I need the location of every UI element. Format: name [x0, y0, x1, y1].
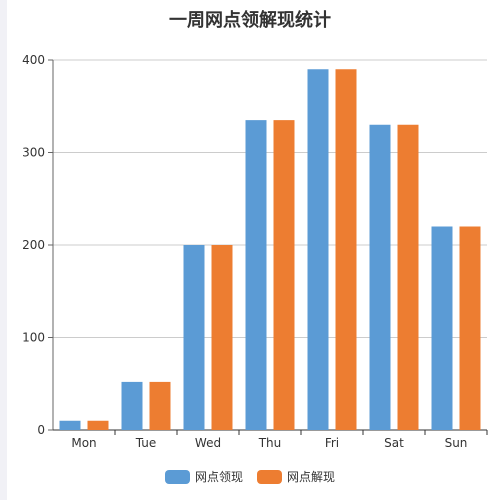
bar-wed-series-1	[183, 245, 205, 430]
legend-swatch-series-2	[257, 469, 282, 484]
bar-mon-series-1	[59, 420, 81, 430]
bar-tue-series-1	[121, 381, 143, 430]
legend-item-series-2[interactable]: 网点解现	[257, 468, 335, 485]
legend-label-series-1: 网点领现	[194, 470, 243, 484]
chart-title: 一周网点领解现统计	[169, 10, 331, 31]
x-tick-label-tue: Tue	[135, 436, 157, 450]
legend-item-series-1[interactable]: 网点领现	[164, 468, 243, 485]
bar-sat-series-2	[397, 124, 419, 430]
bar-tue-series-2	[149, 381, 171, 430]
bar-sun-series-1	[431, 226, 453, 430]
bar-sat-series-1	[369, 124, 391, 430]
x-tick-label-sun: Sun	[445, 436, 468, 450]
x-tick-label-wed: Wed	[195, 436, 221, 450]
y-tick-label-400: 400	[22, 53, 45, 67]
bar-wed-series-2	[211, 245, 233, 430]
y-tick-label-200: 200	[22, 238, 45, 252]
y-tick-label-300: 300	[22, 146, 45, 160]
legend-swatch-series-1	[164, 469, 190, 484]
bar-fri-series-2	[335, 69, 357, 430]
bar-mon-series-2	[87, 420, 109, 430]
bar-fri-series-1	[307, 69, 329, 430]
bar-thu-series-1	[245, 120, 267, 430]
bar-sun-series-2	[459, 226, 481, 430]
y-tick-label-0: 0	[37, 423, 45, 437]
legend-label-series-2: 网点解现	[287, 470, 336, 484]
x-tick-label-fri: Fri	[325, 436, 339, 450]
bar-thu-series-2	[273, 120, 295, 430]
legend: 网点领现 网点解现	[0, 468, 500, 485]
x-tick-label-sat: Sat	[384, 436, 404, 450]
left-edge-strip	[0, 0, 7, 500]
x-tick-label-mon: Mon	[71, 436, 96, 450]
y-tick-label-100: 100	[22, 331, 45, 345]
x-tick-label-thu: Thu	[258, 436, 282, 450]
